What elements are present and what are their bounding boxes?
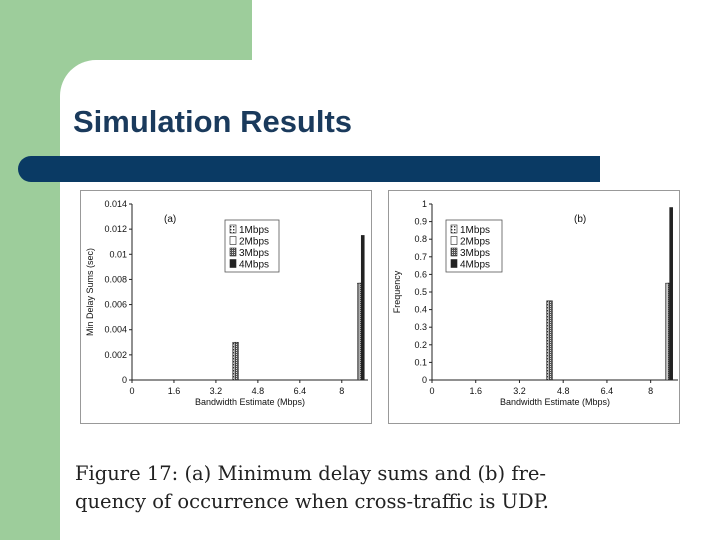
- legend-swatch: [450, 259, 458, 268]
- y-tick-label: 0.01: [109, 249, 127, 259]
- chart-a: 0 0.002 0.004 0.006 0.008 0.01 0.012 0.014 0 1.6 3…: [80, 190, 372, 424]
- y-tick-label: 0.6: [414, 269, 427, 279]
- legend-swatch: [450, 224, 458, 234]
- x-tick-label: 3.2: [513, 386, 526, 396]
- y-axis-label: Min Delay Sums (sec): [85, 248, 95, 336]
- legend-swatch: [229, 247, 237, 257]
- chart-frame: [388, 190, 680, 424]
- chart-a-svg: 0 0.002 0.004 0.006 0.008 0.01 0.012 0.014 0 1.6 3…: [80, 190, 372, 424]
- panel-label: (b): [574, 214, 586, 225]
- y-tick-label: 0: [122, 375, 127, 385]
- y-tick-label: 0.9: [414, 217, 427, 227]
- chart-b: 0 0.1 0.2 0.3 0.4 0.5 0.6 0.7 0.8 0.9 1 0 1.6 3.2 4.8 6…: [388, 190, 680, 424]
- bar-3mbps: [549, 300, 553, 381]
- legend-swatch: [450, 236, 458, 245]
- legend-label: 4Mbps: [460, 260, 490, 271]
- y-tick-label: 0.014: [104, 199, 127, 209]
- legend-label: 3Mbps: [460, 248, 490, 259]
- y-axis-label: Frequency: [392, 270, 402, 313]
- y-tick-label: 0.5: [414, 287, 427, 297]
- y-tick-label: 0.012: [104, 224, 127, 234]
- y-tick-label: 0: [422, 375, 427, 385]
- x-tick-label: 1.6: [168, 386, 181, 396]
- legend-label: 2Mbps: [239, 237, 269, 248]
- y-tick-label: 0.006: [104, 300, 127, 310]
- bar-3mbps: [235, 341, 239, 381]
- x-tick-label: 6.4: [294, 386, 307, 396]
- caption-line-2: quency of occurrence when cross-traffic …: [75, 490, 549, 513]
- x-axis-label: Bandwidth Estimate (Mbps): [195, 397, 305, 407]
- x-tick-label: 1.6: [469, 386, 482, 396]
- y-tick-label: 0.002: [104, 350, 127, 360]
- legend-swatch: [229, 259, 237, 268]
- caption-line-1: Figure 17: (a) Minimum delay sums and (b…: [75, 462, 547, 485]
- legend-label: 1Mbps: [460, 225, 490, 236]
- x-tick-label: 4.8: [557, 386, 570, 396]
- slide-title: Simulation Results: [73, 104, 353, 139]
- x-tick-label: 6.4: [601, 386, 614, 396]
- y-tick-label: 0.4: [414, 305, 427, 315]
- title-underline-bar: [18, 156, 600, 182]
- bar-4mbps: [669, 207, 673, 381]
- chart-b-svg: 0 0.1 0.2 0.3 0.4 0.5 0.6 0.7 0.8 0.9 1 0 1.6 3.2 4.8 6…: [388, 190, 680, 424]
- x-tick-label: 8: [648, 386, 653, 396]
- legend-label: 3Mbps: [239, 248, 269, 259]
- y-tick-label: 0.3: [414, 322, 427, 332]
- y-tick-label: 0.8: [414, 234, 427, 244]
- x-tick-label: 8: [339, 386, 344, 396]
- legend-swatch: [450, 247, 458, 257]
- y-tick-label: 1: [422, 199, 427, 209]
- x-axis-label: Bandwidth Estimate (Mbps): [500, 397, 610, 407]
- legend-label: 1Mbps: [239, 225, 269, 236]
- y-tick-label: 0.008: [104, 274, 127, 284]
- legend-swatch: [229, 224, 237, 234]
- legend-label: 4Mbps: [239, 260, 269, 271]
- bar-4mbps: [360, 235, 365, 381]
- legend-label: 2Mbps: [460, 237, 490, 248]
- x-tick-label: 0: [429, 386, 434, 396]
- panel-label: (a): [164, 214, 176, 225]
- x-tick-label: 4.8: [252, 386, 265, 396]
- y-tick-label: 0.7: [414, 252, 427, 262]
- x-tick-label: 0: [129, 386, 134, 396]
- y-tick-label: 0.2: [414, 340, 427, 350]
- y-tick-label: 0.004: [104, 325, 127, 335]
- y-tick-label: 0.1: [414, 357, 427, 367]
- legend-swatch: [229, 236, 237, 245]
- figure-caption: Figure 17: (a) Minimum delay sums and (b…: [75, 460, 690, 516]
- x-tick-label: 3.2: [210, 386, 223, 396]
